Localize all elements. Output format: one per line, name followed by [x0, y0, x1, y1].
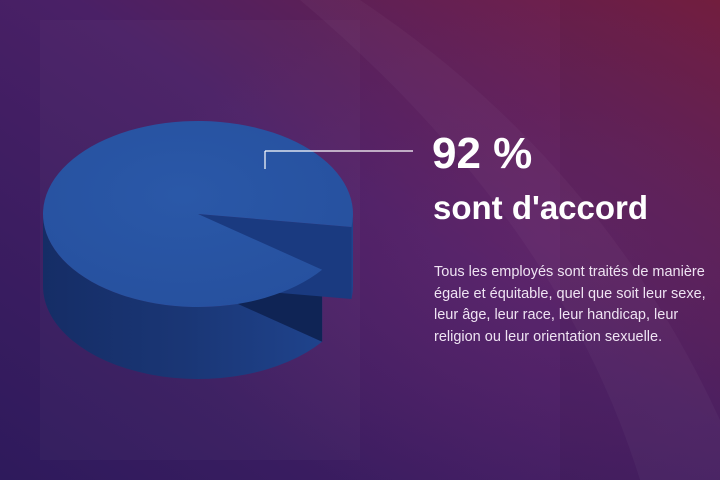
description-text: Tous les employés sont traités de manièr…	[434, 264, 706, 345]
pie-slice-agree	[42, 120, 353, 307]
percent-value: 92 %	[432, 129, 533, 178]
pie-layer	[42, 120, 353, 379]
agreement-label: sont d'accord	[433, 189, 649, 226]
pie-side-wall	[43, 214, 323, 379]
pie-side-wall-right	[351, 214, 353, 299]
